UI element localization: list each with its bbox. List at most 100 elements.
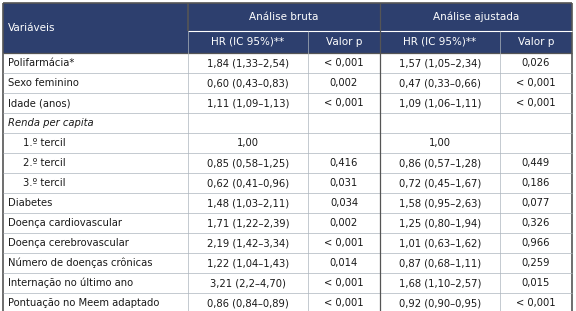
Text: Valor p: Valor p	[326, 37, 362, 47]
Bar	[3, 53, 188, 73]
Bar	[308, 193, 380, 213]
Bar	[308, 273, 380, 293]
Bar	[3, 253, 188, 273]
Bar	[188, 73, 308, 93]
Text: < 0,001: < 0,001	[324, 298, 364, 308]
Text: 0,015: 0,015	[522, 278, 550, 288]
Bar	[380, 233, 500, 253]
Bar	[380, 31, 500, 53]
Bar	[500, 233, 572, 253]
Bar	[308, 213, 380, 233]
Text: 0,186: 0,186	[522, 178, 550, 188]
Text: Análise ajustada: Análise ajustada	[433, 12, 519, 22]
Bar	[308, 113, 380, 133]
Bar	[188, 193, 308, 213]
Bar	[188, 113, 308, 133]
Text: 0,92 (0,90–0,95): 0,92 (0,90–0,95)	[399, 298, 481, 308]
Text: Sexo feminino: Sexo feminino	[8, 78, 79, 88]
Bar	[3, 273, 188, 293]
Text: < 0,001: < 0,001	[324, 238, 364, 248]
Text: 0,416: 0,416	[330, 158, 358, 168]
Text: 0,47 (0,33–0,66): 0,47 (0,33–0,66)	[399, 78, 481, 88]
Text: 0,85 (0,58–1,25): 0,85 (0,58–1,25)	[207, 158, 289, 168]
Bar	[308, 133, 380, 153]
Text: 0,86 (0,84–0,89): 0,86 (0,84–0,89)	[207, 298, 289, 308]
Bar	[188, 53, 308, 73]
Bar	[380, 193, 500, 213]
Bar	[500, 253, 572, 273]
Bar	[188, 153, 308, 173]
Bar	[380, 253, 500, 273]
Text: HR (IC 95%)**: HR (IC 95%)**	[211, 37, 285, 47]
Bar	[308, 53, 380, 73]
Bar	[380, 73, 500, 93]
Text: 3.º tercil: 3.º tercil	[23, 178, 66, 188]
Text: Variáveis: Variáveis	[8, 23, 55, 33]
Bar	[308, 253, 380, 273]
Text: 0,259: 0,259	[522, 258, 550, 268]
Text: 3,21 (2,2–4,70): 3,21 (2,2–4,70)	[210, 278, 286, 288]
Text: 0,86 (0,57–1,28): 0,86 (0,57–1,28)	[399, 158, 481, 168]
Bar	[500, 273, 572, 293]
Text: 0,002: 0,002	[330, 78, 358, 88]
Bar	[308, 293, 380, 311]
Text: 0,026: 0,026	[522, 58, 550, 68]
Bar	[188, 253, 308, 273]
Bar	[188, 3, 380, 31]
Bar	[3, 233, 188, 253]
Text: 1,57 (1,05–2,34): 1,57 (1,05–2,34)	[399, 58, 481, 68]
Bar	[500, 193, 572, 213]
Bar	[308, 73, 380, 93]
Text: Diabetes: Diabetes	[8, 198, 52, 208]
Bar	[380, 173, 500, 193]
Text: 0,031: 0,031	[330, 178, 358, 188]
Text: Pontuação no Meem adaptado: Pontuação no Meem adaptado	[8, 298, 160, 308]
Bar	[308, 93, 380, 113]
Bar	[500, 133, 572, 153]
Text: < 0,001: < 0,001	[324, 58, 364, 68]
Text: < 0,001: < 0,001	[516, 298, 556, 308]
Bar	[3, 113, 188, 133]
Text: 0,326: 0,326	[522, 218, 550, 228]
Bar	[500, 73, 572, 93]
Text: < 0,001: < 0,001	[324, 98, 364, 108]
Bar	[188, 133, 308, 153]
Bar	[500, 53, 572, 73]
Bar	[3, 193, 188, 213]
Bar	[188, 213, 308, 233]
Bar	[308, 31, 380, 53]
Text: 0,72 (0,45–1,67): 0,72 (0,45–1,67)	[399, 178, 481, 188]
Text: 2.º tercil: 2.º tercil	[23, 158, 66, 168]
Text: 1,48 (1,03–2,11): 1,48 (1,03–2,11)	[207, 198, 289, 208]
Text: Idade (anos): Idade (anos)	[8, 98, 70, 108]
Bar	[3, 73, 188, 93]
Text: 1,09 (1,06–1,11): 1,09 (1,06–1,11)	[399, 98, 481, 108]
Text: 1,00: 1,00	[237, 138, 259, 148]
Text: Doença cerebrovascular: Doença cerebrovascular	[8, 238, 129, 248]
Bar	[308, 233, 380, 253]
Text: 1,84 (1,33–2,54): 1,84 (1,33–2,54)	[207, 58, 289, 68]
Text: HR (IC 95%)**: HR (IC 95%)**	[403, 37, 476, 47]
Text: 0,62 (0,41–0,96): 0,62 (0,41–0,96)	[207, 178, 289, 188]
Text: 1.º tercil: 1.º tercil	[23, 138, 66, 148]
Text: < 0,001: < 0,001	[516, 78, 556, 88]
Text: < 0,001: < 0,001	[516, 98, 556, 108]
Bar	[500, 293, 572, 311]
Text: Doença cardiovascular: Doença cardiovascular	[8, 218, 122, 228]
Text: 1,11 (1,09–1,13): 1,11 (1,09–1,13)	[207, 98, 289, 108]
Bar	[3, 3, 188, 53]
Bar	[3, 153, 188, 173]
Bar	[500, 153, 572, 173]
Bar	[188, 173, 308, 193]
Text: 0,966: 0,966	[522, 238, 550, 248]
Text: 1,22 (1,04–1,43): 1,22 (1,04–1,43)	[207, 258, 289, 268]
Bar	[188, 93, 308, 113]
Text: 0,87 (0,68–1,11): 0,87 (0,68–1,11)	[399, 258, 481, 268]
Text: Polifarmácia*: Polifarmácia*	[8, 58, 74, 68]
Text: 0,60 (0,43–0,83): 0,60 (0,43–0,83)	[207, 78, 289, 88]
Text: 1,00: 1,00	[429, 138, 451, 148]
Text: Análise bruta: Análise bruta	[249, 12, 319, 22]
Text: Valor p: Valor p	[518, 37, 554, 47]
Bar	[3, 173, 188, 193]
Text: 0,014: 0,014	[330, 258, 358, 268]
